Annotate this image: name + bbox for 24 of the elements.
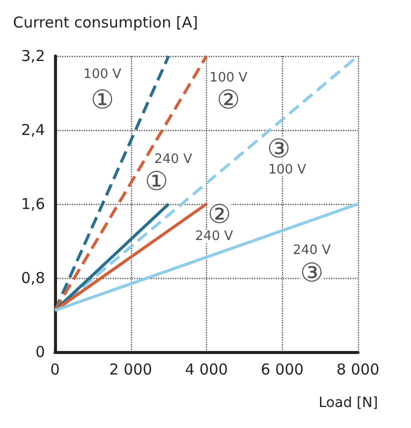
y-tick-label: 3,2 (21, 47, 45, 65)
x-tick-label: 0 (50, 360, 60, 378)
x-tick-label: 8 000 (336, 360, 380, 378)
x-tick-label: 2 000 (109, 360, 152, 378)
annotation: ① (90, 85, 114, 116)
annotation: 100 V (210, 70, 248, 86)
x-tick-label: 6 000 (260, 360, 304, 378)
annotation: 100 V (83, 67, 122, 82)
annotation: 240 V (154, 152, 192, 168)
annotation: ① (144, 166, 168, 197)
y-tick-label: 0 (35, 343, 45, 361)
annotation: ② (216, 85, 240, 116)
y-tick-label: 2,4 (21, 121, 45, 139)
annotation: 240 V (292, 242, 331, 258)
x-axis-title: Load [N] (318, 395, 378, 411)
annotation: ③ (267, 134, 290, 164)
annotation: 240 V (195, 228, 234, 244)
x-tick-label: 4 000 (185, 360, 228, 378)
annotation: 100 V (268, 162, 306, 178)
y-axis-title: Current consumption [A] (13, 14, 198, 32)
annotation: ③ (300, 258, 324, 288)
annotation: ② (208, 200, 232, 230)
y-tick-label: 0,8 (21, 269, 45, 287)
y-tick-label: 1,6 (21, 195, 45, 213)
